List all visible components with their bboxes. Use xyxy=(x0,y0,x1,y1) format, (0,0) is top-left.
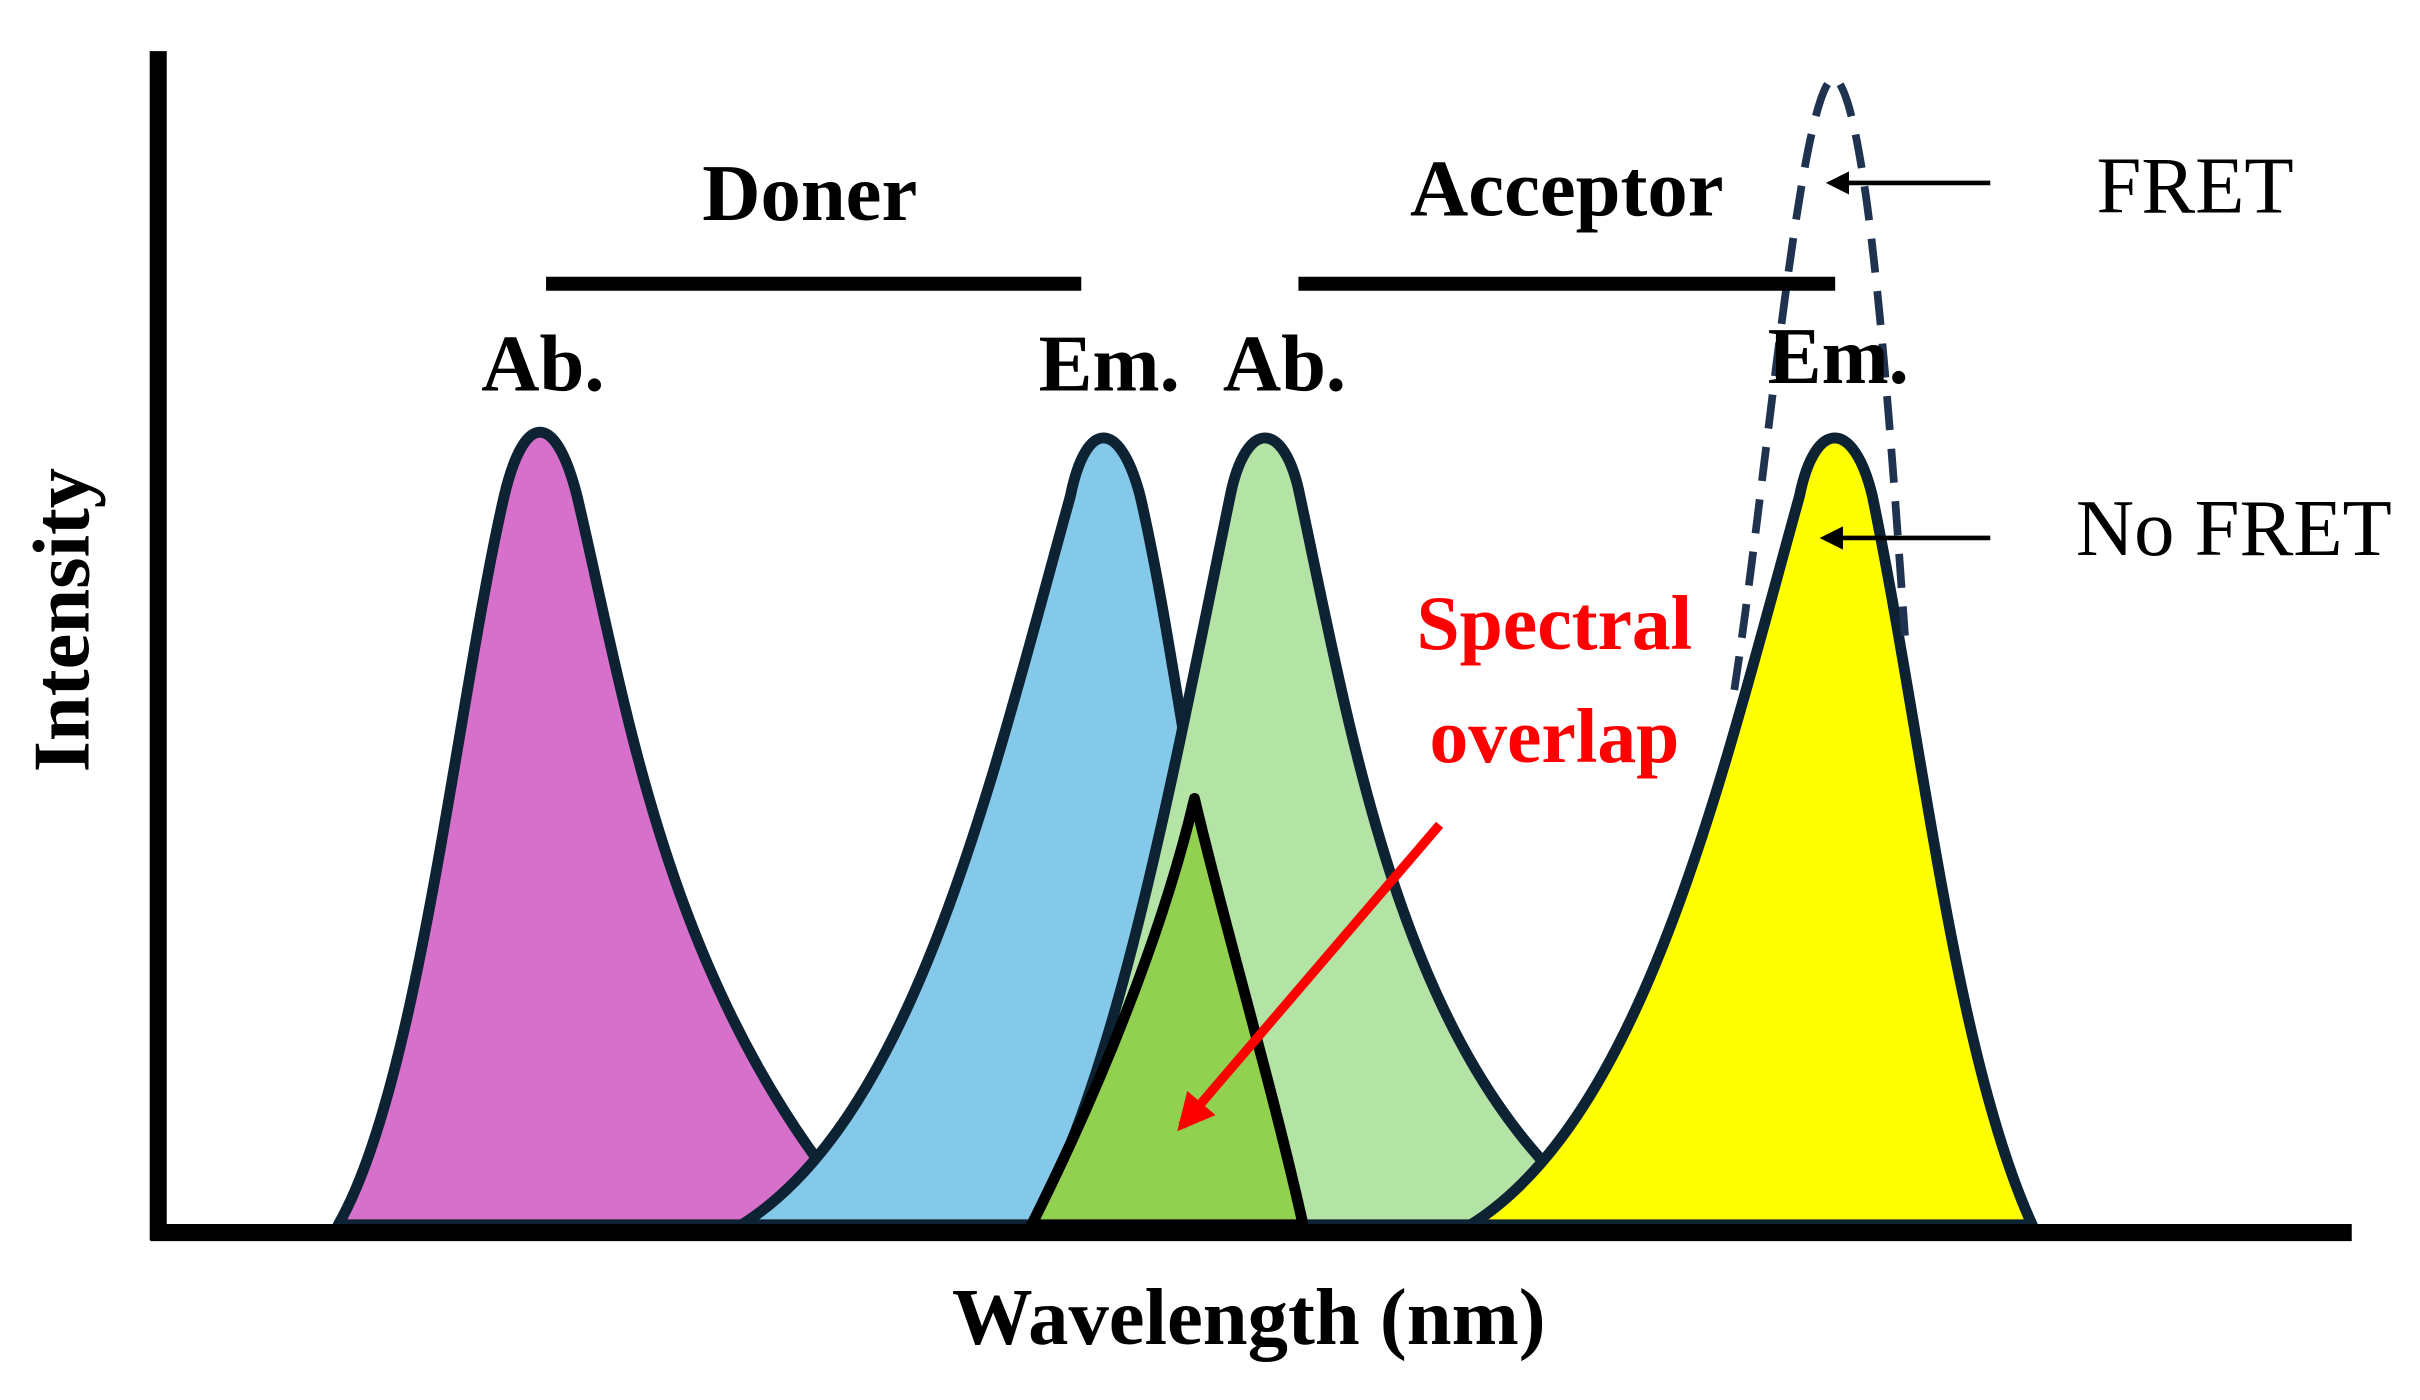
overlap-arrow xyxy=(1177,821,1444,1132)
peak-label: Em. xyxy=(1768,312,1909,401)
y-axis-label: Intensity xyxy=(17,468,106,773)
group-label: Acceptor xyxy=(1410,144,1723,233)
acceptor-emission-peak xyxy=(1465,432,2038,1231)
overlap-label: Spectral xyxy=(1417,580,1693,666)
no-fret-label: No FRET xyxy=(2076,484,2392,573)
peak-label: Em. xyxy=(1039,320,1180,409)
group-label: Doner xyxy=(702,149,917,238)
fret-label: FRET xyxy=(2096,141,2293,230)
peak-label: Ab. xyxy=(481,320,604,409)
peak-label: Ab. xyxy=(1223,320,1346,409)
fret-peak-outline xyxy=(1730,73,1909,691)
overlap-region xyxy=(1026,793,1309,1231)
overlap-label: overlap xyxy=(1429,693,1679,779)
x-axis-label: Wavelength (nm) xyxy=(952,1273,1546,1362)
donor-absorption-peak xyxy=(332,427,875,1231)
